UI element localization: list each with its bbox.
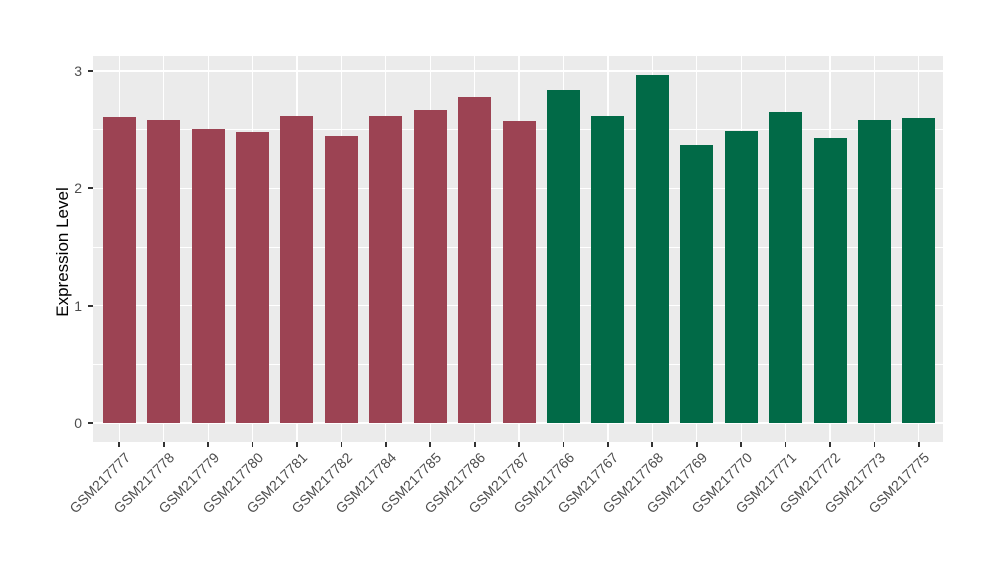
bar-GSM217770	[724, 130, 758, 423]
bar-GSM217777	[102, 116, 136, 423]
bar-GSM217778	[147, 120, 181, 423]
bar-GSM217766	[547, 89, 580, 423]
bar-GSM217773	[857, 120, 891, 423]
x-tick-mark	[251, 442, 254, 447]
x-tick-mark	[207, 442, 210, 447]
bar-GSM217782	[324, 135, 358, 423]
bar-GSM217779	[191, 128, 225, 423]
bar-GSM217769	[680, 144, 714, 423]
bar-GSM217781	[280, 115, 314, 423]
y-tick-label: 0	[74, 415, 82, 431]
y-tick-label: 2	[74, 180, 82, 197]
y-tick-mark	[88, 70, 93, 72]
x-tick-mark	[384, 442, 387, 447]
x-tick-mark	[340, 442, 343, 447]
x-tick-mark	[607, 442, 609, 447]
bar-GSM217780	[236, 132, 270, 423]
x-tick-mark	[917, 442, 920, 447]
bar-GSM217787	[502, 121, 536, 423]
bar-GSM217775	[902, 117, 936, 423]
x-tick-mark	[473, 442, 476, 447]
major-gridline	[93, 422, 943, 424]
x-tick-mark	[118, 442, 121, 447]
bar-GSM217784	[369, 115, 403, 423]
x-tick-mark	[562, 442, 565, 447]
x-tick-mark	[651, 442, 654, 447]
x-tick-mark	[784, 442, 787, 447]
x-tick-mark	[873, 442, 876, 447]
bar-GSM217785	[413, 109, 447, 423]
y-tick-mark	[88, 422, 93, 424]
x-tick-mark	[162, 442, 165, 447]
x-tick-mark	[829, 442, 831, 447]
x-tick-mark	[740, 442, 743, 447]
x-tick-mark	[695, 442, 698, 447]
y-tick-mark	[88, 304, 93, 307]
bar-GSM217768	[635, 74, 669, 423]
major-gridline	[93, 70, 943, 72]
y-tick-label: 3	[74, 63, 82, 79]
y-tick-label: 1	[74, 297, 82, 314]
x-tick-mark	[296, 442, 298, 447]
bar-GSM217767	[591, 115, 625, 423]
x-tick-mark	[518, 442, 520, 447]
y-tick-mark	[88, 187, 93, 190]
bar-GSM217786	[458, 96, 492, 423]
x-tick-mark	[429, 442, 432, 447]
bar-GSM217771	[769, 112, 803, 423]
bar-GSM217772	[813, 137, 847, 423]
plot-panel	[93, 56, 943, 442]
